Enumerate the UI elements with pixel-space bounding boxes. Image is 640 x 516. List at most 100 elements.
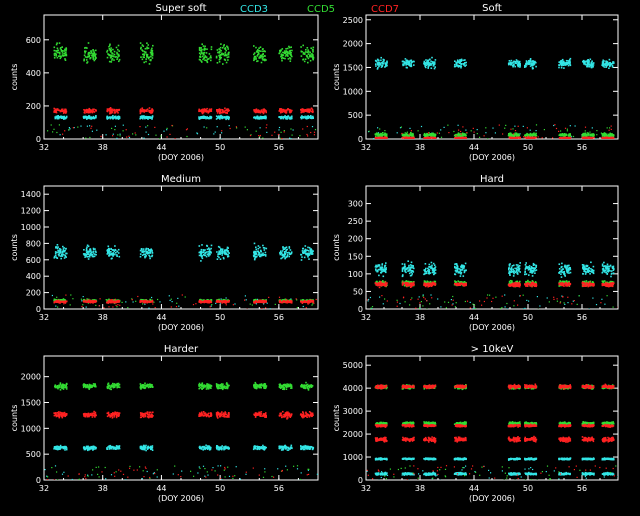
data-point bbox=[63, 55, 65, 57]
data-point bbox=[227, 301, 229, 303]
data-point bbox=[92, 254, 94, 256]
data-point bbox=[247, 129, 248, 130]
data-point bbox=[152, 57, 154, 59]
data-point bbox=[111, 61, 113, 63]
data-point bbox=[177, 298, 178, 299]
data-point bbox=[64, 302, 66, 304]
data-point bbox=[601, 133, 602, 134]
x-tick-label: 32 bbox=[39, 313, 49, 322]
data-point bbox=[418, 130, 419, 131]
data-point bbox=[149, 112, 151, 114]
data-point bbox=[148, 47, 150, 49]
data-point bbox=[275, 304, 276, 305]
data-point bbox=[281, 110, 283, 112]
data-point bbox=[146, 117, 148, 119]
data-point bbox=[404, 137, 406, 139]
data-point bbox=[206, 251, 208, 253]
data-point bbox=[265, 252, 267, 254]
data-point bbox=[55, 253, 57, 255]
data-point bbox=[201, 112, 203, 114]
data-point bbox=[205, 109, 207, 111]
data-point bbox=[56, 252, 58, 254]
data-point bbox=[314, 132, 315, 133]
panel-title: Hard bbox=[480, 174, 504, 185]
data-point bbox=[609, 130, 610, 131]
data-point bbox=[282, 302, 284, 304]
data-point bbox=[457, 137, 459, 139]
data-point bbox=[206, 300, 208, 302]
data-point bbox=[107, 50, 109, 52]
data-point bbox=[72, 298, 73, 299]
data-point bbox=[106, 299, 107, 300]
data-point bbox=[245, 295, 246, 296]
data-point bbox=[220, 54, 222, 56]
data-point bbox=[95, 110, 97, 112]
data-point bbox=[64, 130, 65, 131]
data-point bbox=[200, 56, 202, 58]
data-point bbox=[309, 54, 311, 56]
data-point bbox=[47, 130, 48, 131]
data-point bbox=[93, 248, 95, 250]
data-point bbox=[405, 58, 407, 60]
data-point bbox=[563, 61, 565, 63]
data-point bbox=[206, 111, 208, 113]
data-point bbox=[89, 137, 90, 138]
data-point bbox=[54, 110, 56, 112]
data-point bbox=[203, 249, 205, 251]
data-point bbox=[244, 300, 245, 301]
data-point bbox=[434, 63, 436, 65]
data-point bbox=[109, 248, 111, 250]
data-point bbox=[139, 126, 140, 127]
data-point bbox=[56, 297, 57, 298]
data-point bbox=[154, 127, 155, 128]
data-point bbox=[87, 110, 89, 112]
data-point bbox=[590, 59, 592, 61]
data-point bbox=[207, 62, 209, 64]
data-point bbox=[405, 132, 406, 133]
data-point bbox=[56, 44, 58, 46]
data-point bbox=[86, 246, 88, 248]
data-point bbox=[91, 126, 92, 127]
data-point bbox=[148, 255, 150, 257]
data-point bbox=[135, 301, 136, 302]
data-point bbox=[464, 62, 466, 64]
data-point bbox=[260, 250, 262, 252]
data-point bbox=[176, 303, 177, 304]
data-point bbox=[166, 129, 167, 130]
data-point bbox=[384, 130, 385, 131]
data-point bbox=[114, 110, 116, 112]
data-point bbox=[508, 63, 510, 65]
data-point bbox=[286, 301, 288, 303]
data-point bbox=[143, 45, 145, 47]
data-point bbox=[263, 116, 265, 118]
data-point bbox=[219, 253, 221, 255]
data-point bbox=[204, 56, 206, 58]
data-point bbox=[281, 255, 283, 257]
data-point bbox=[186, 129, 187, 130]
data-point bbox=[137, 296, 138, 297]
x-axis-label: (DOY 2006) bbox=[469, 153, 515, 162]
data-point bbox=[229, 125, 230, 126]
data-point bbox=[310, 47, 312, 49]
data-point bbox=[216, 115, 218, 117]
data-point bbox=[305, 249, 307, 251]
data-point bbox=[258, 118, 260, 120]
data-point bbox=[142, 59, 144, 61]
data-point bbox=[429, 65, 431, 67]
data-point bbox=[147, 301, 149, 303]
data-point bbox=[201, 52, 203, 54]
x-tick-label: 44 bbox=[156, 313, 166, 322]
data-point bbox=[143, 138, 144, 139]
data-point bbox=[312, 117, 314, 119]
data-point bbox=[117, 134, 118, 135]
data-point bbox=[80, 126, 81, 127]
data-point bbox=[606, 62, 608, 64]
data-point bbox=[310, 111, 312, 113]
data-point bbox=[147, 248, 149, 250]
data-point bbox=[95, 115, 97, 117]
data-point bbox=[264, 254, 266, 256]
data-point bbox=[227, 48, 229, 50]
data-point bbox=[83, 59, 85, 61]
data-point bbox=[384, 133, 386, 135]
data-point bbox=[477, 129, 478, 130]
